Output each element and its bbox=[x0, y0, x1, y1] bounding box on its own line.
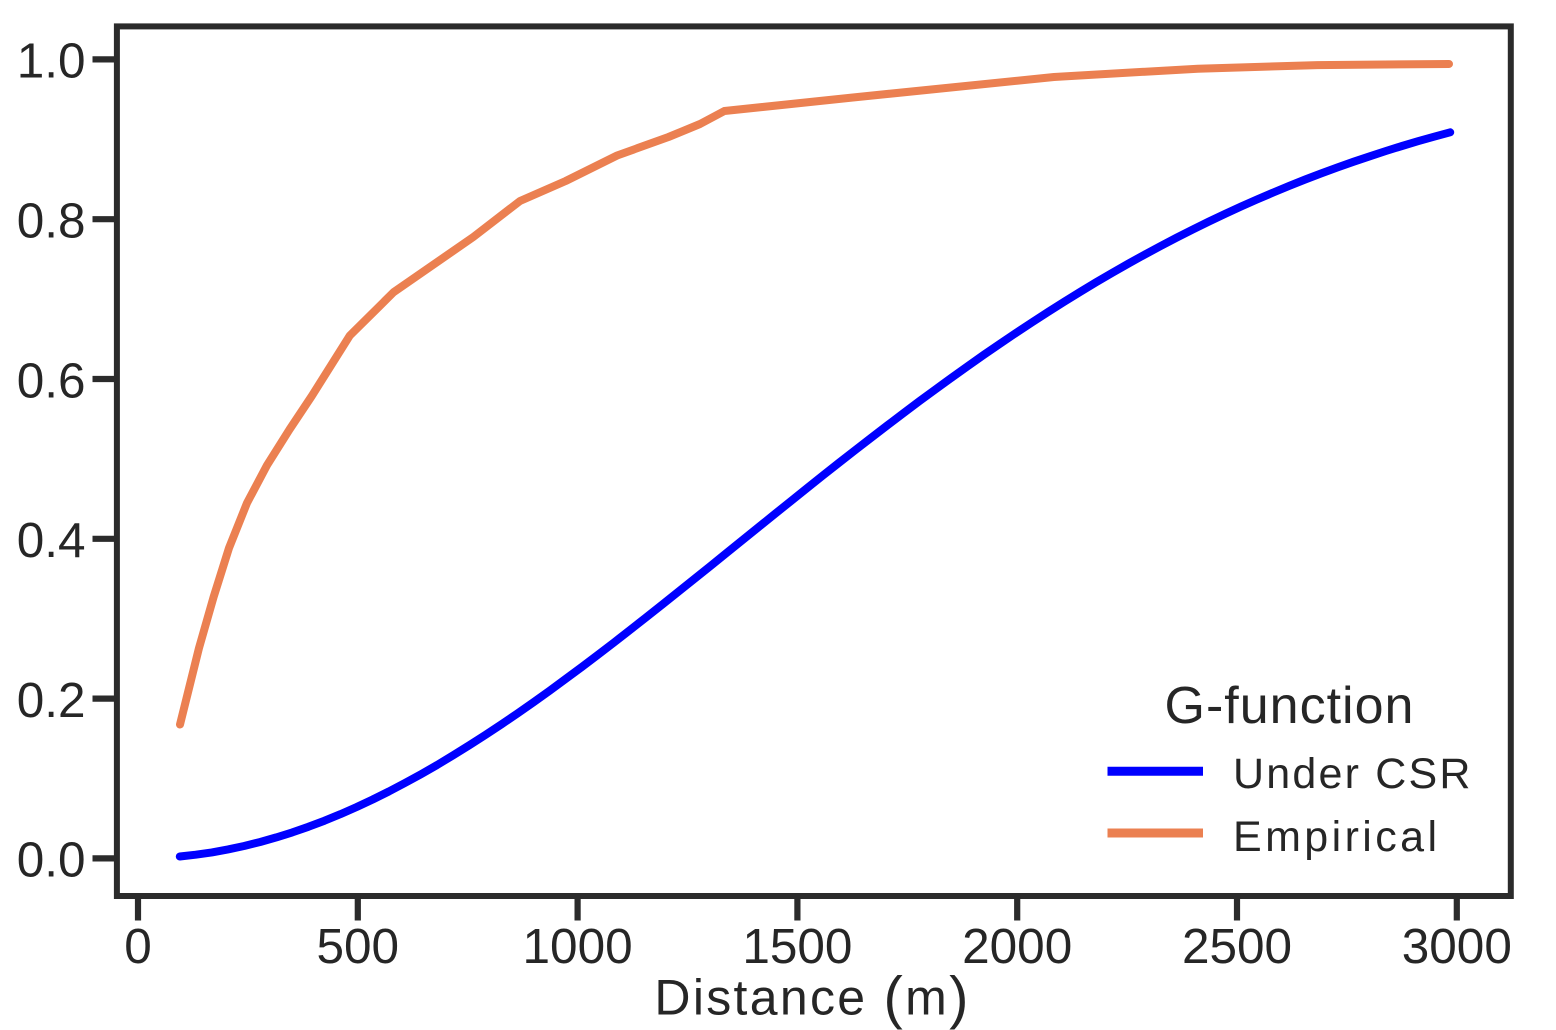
svg-text:Under CSR: Under CSR bbox=[1233, 750, 1473, 798]
svg-text:0: 0 bbox=[124, 919, 152, 974]
svg-text:G-function: G-function bbox=[1165, 677, 1415, 735]
svg-text:3000: 3000 bbox=[1402, 919, 1512, 974]
svg-text:0.8: 0.8 bbox=[17, 194, 86, 249]
svg-text:1500: 1500 bbox=[742, 919, 852, 974]
svg-text:500: 500 bbox=[317, 919, 400, 974]
svg-text:2000: 2000 bbox=[962, 919, 1072, 974]
svg-text:1.0: 1.0 bbox=[17, 34, 86, 89]
svg-text:0.2: 0.2 bbox=[17, 673, 86, 728]
svg-text:0.0: 0.0 bbox=[17, 833, 86, 888]
svg-text:2500: 2500 bbox=[1182, 919, 1292, 974]
svg-text:0.4: 0.4 bbox=[17, 513, 86, 568]
svg-text:1000: 1000 bbox=[523, 919, 633, 974]
svg-text:Empirical: Empirical bbox=[1233, 813, 1440, 861]
svg-text:Distance (m): Distance (m) bbox=[654, 966, 970, 1030]
svg-text:0.6: 0.6 bbox=[17, 353, 86, 408]
